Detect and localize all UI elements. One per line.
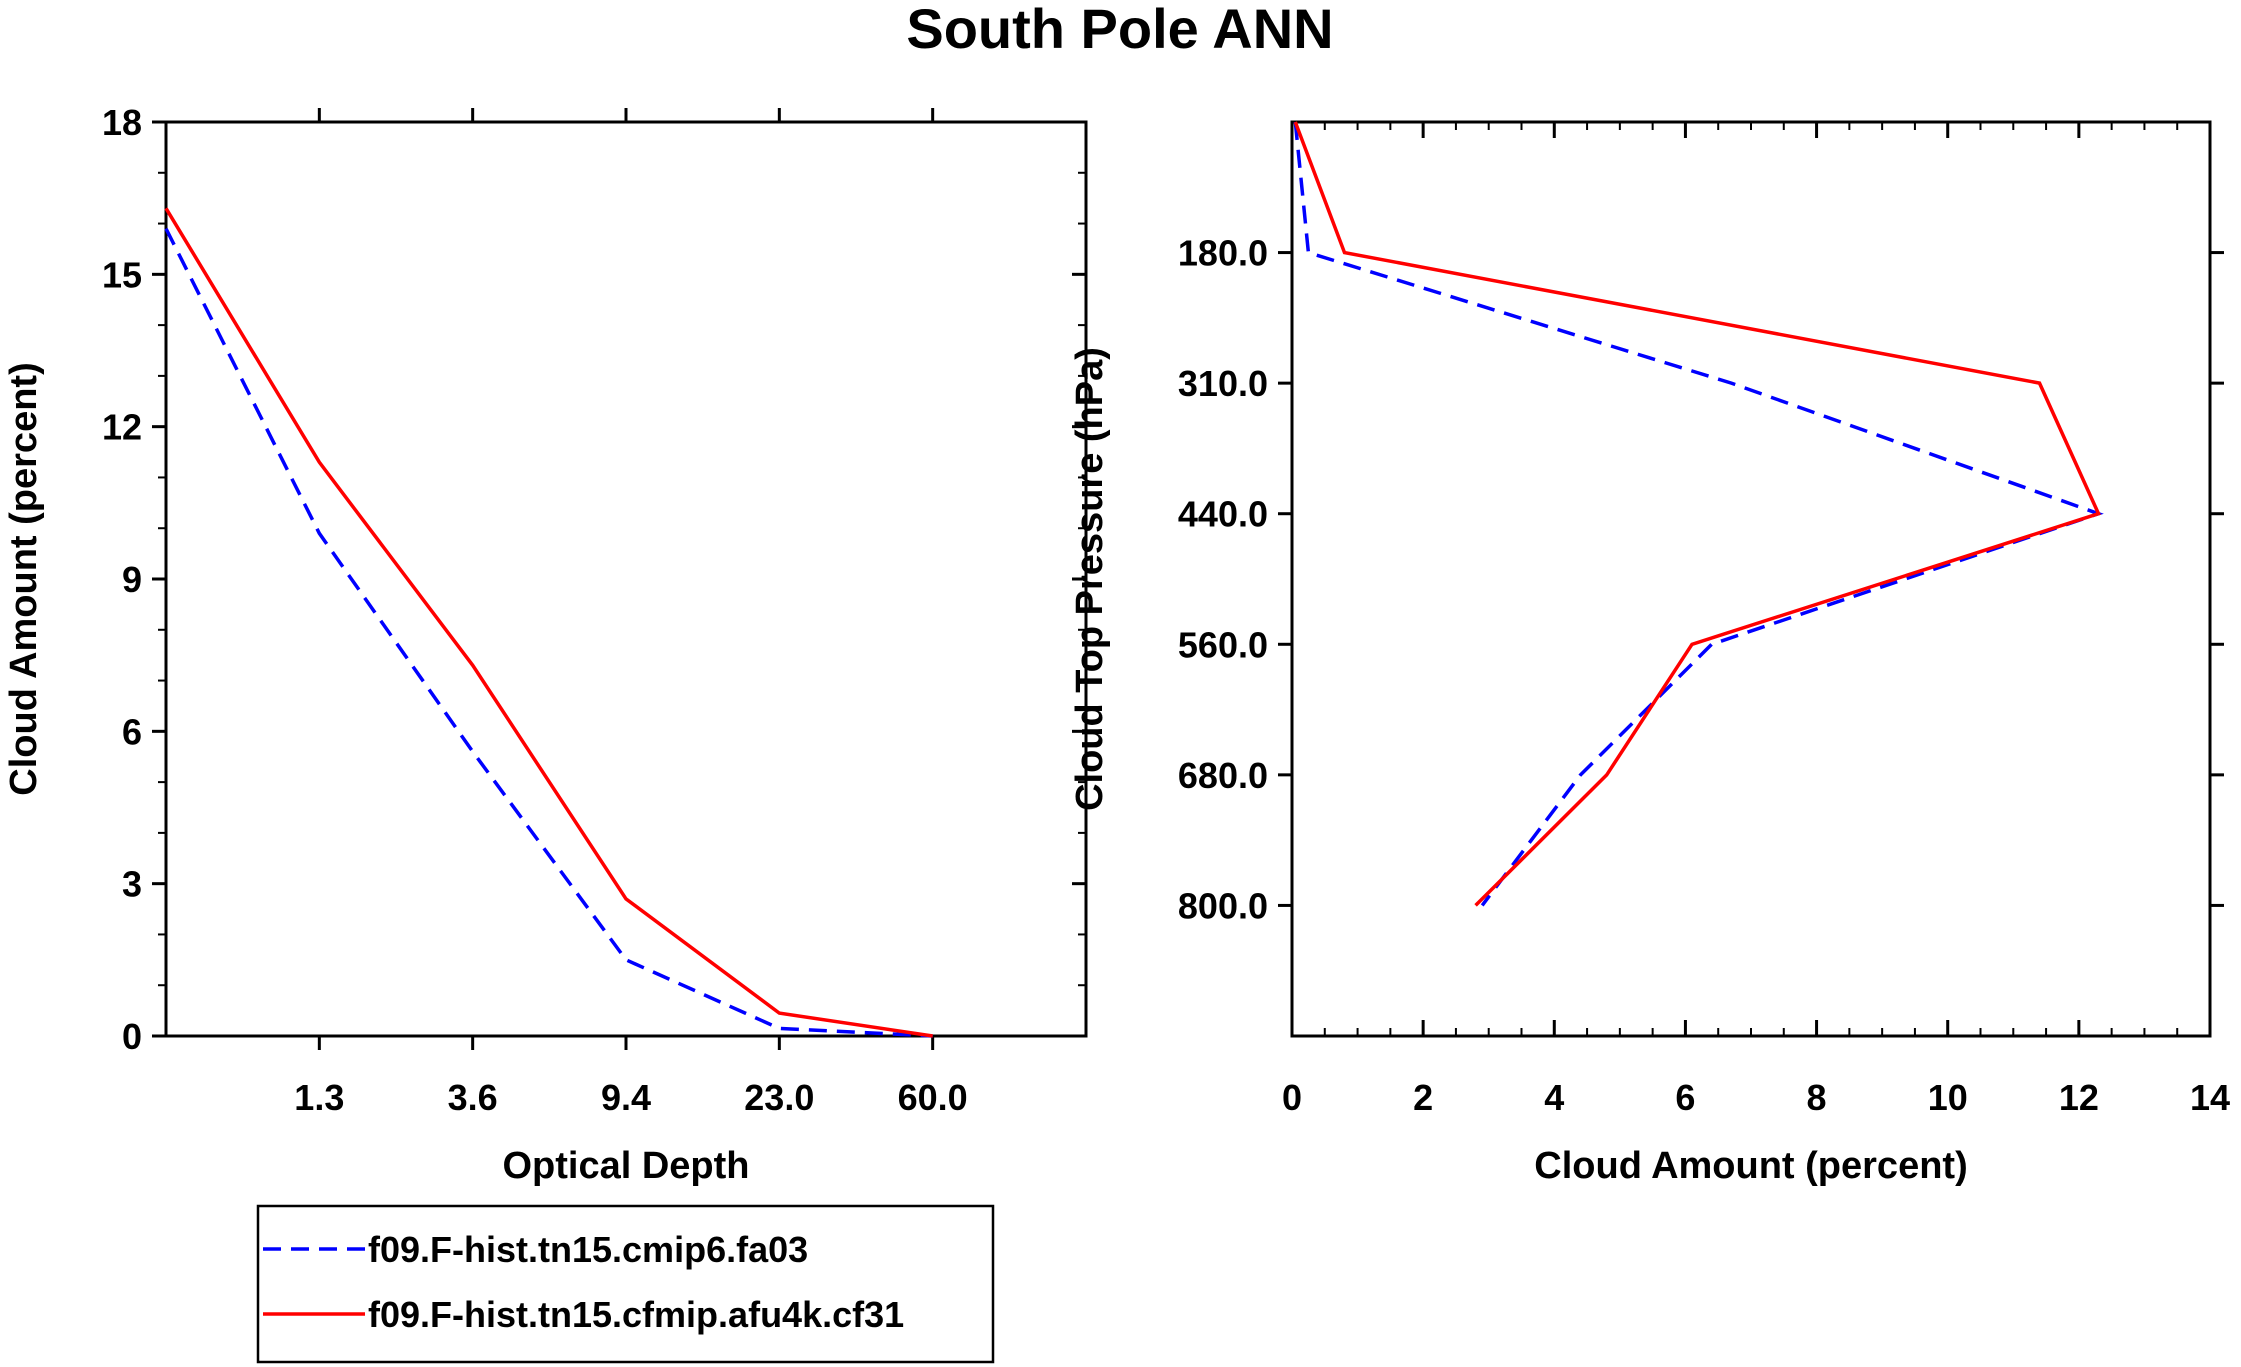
right-x-tick-label: 14: [2190, 1077, 2230, 1118]
right-x-tick-label: 8: [1807, 1077, 1827, 1118]
right-y-tick-label: 560.0: [1178, 624, 1268, 665]
right-series: [1293, 121, 2104, 907]
left-x-tick-labels: 1.3 3.6 9.4 23.0 60.0: [294, 1077, 967, 1118]
legend-box: [256, 1204, 995, 1364]
left-y-axis-label: Cloud Amount (percent): [3, 362, 45, 795]
left-x-tick-label: 23.0: [744, 1077, 814, 1118]
right-x-tick-label: 12: [2059, 1077, 2099, 1118]
right-series-line-1: [1293, 121, 2101, 907]
right-y-tick-label: 800.0: [1178, 885, 1268, 926]
left-series: [164, 207, 933, 1038]
right-y-tick-label: 310.0: [1178, 363, 1268, 404]
right-x-tick-label: 0: [1282, 1077, 1302, 1118]
left-y-tick-labels: 0 3 6 9 12 15 18: [102, 102, 142, 1057]
left-x-tick-label: 9.4: [601, 1077, 651, 1118]
left-y-tick-label: 0: [122, 1016, 142, 1057]
left-series-line-1: [164, 207, 933, 1038]
right-x-axis-label: Cloud Amount (percent): [1534, 1145, 1967, 1187]
left-x-tick-label: 1.3: [294, 1077, 344, 1118]
right-y-tick-label: 680.0: [1178, 755, 1268, 796]
left-x-axis-label: Optical Depth: [502, 1145, 749, 1187]
right-x-tick-label: 4: [1544, 1077, 1564, 1118]
left-x-tick-label: 60.0: [898, 1077, 968, 1118]
right-x-tick-label: 2: [1413, 1077, 1433, 1118]
chart-title: South Pole ANN: [906, 0, 1333, 60]
right-x-tick-label: 10: [1928, 1077, 1968, 1118]
legend-label-0: f09.F-hist.tn15.cmip6.fa03: [368, 1229, 808, 1270]
right-y-axis-label: Cloud Top Pressure (hPa): [1069, 347, 1111, 811]
left-ticks: [152, 108, 1086, 1050]
right-y-tick-label: 180.0: [1178, 233, 1268, 274]
right-y-tick-label: 440.0: [1178, 494, 1268, 535]
right-ticks: [1278, 122, 2224, 1036]
right-x-tick-label: 6: [1675, 1077, 1695, 1118]
left-series-line-0: [164, 227, 933, 1038]
left-y-tick-label: 3: [122, 864, 142, 905]
left-y-tick-label: 9: [122, 559, 142, 600]
right-y-tick-labels: 180.0 310.0 440.0 560.0 680.0 800.0: [1178, 233, 1268, 927]
right-series-line-0: [1293, 121, 2104, 907]
left-y-tick-label: 18: [102, 102, 142, 143]
pressure-panel: 0 2 4 6 8 10 12 14 180.0 310.0 440.0 560.0 680.0 800…: [1069, 120, 2230, 1187]
right-plot-frame: [1290, 120, 2212, 1038]
right-x-tick-labels: 0 2 4 6 8 10 12 14: [1282, 1077, 2230, 1118]
legend-label-1: f09.F-hist.tn15.cfmip.afu4k.cf31: [368, 1294, 904, 1335]
left-y-tick-label: 12: [102, 407, 142, 448]
left-y-tick-label: 15: [102, 254, 142, 295]
left-y-tick-label: 6: [122, 711, 142, 752]
legend: f09.F-hist.tn15.cmip6.fa03 f09.F-hist.tn…: [256, 1204, 995, 1364]
optical-depth-panel: 1.3 3.6 9.4 23.0 60.0 0 3 6 9 12 15 18 Optical Dep…: [3, 102, 1088, 1187]
left-x-tick-label: 3.6: [448, 1077, 498, 1118]
